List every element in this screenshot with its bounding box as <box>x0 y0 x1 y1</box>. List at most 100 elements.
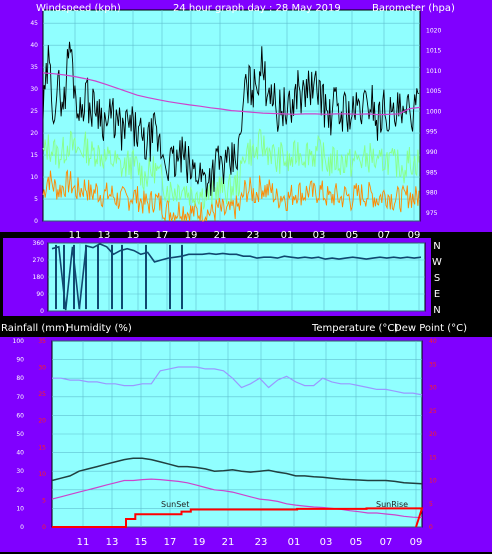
humidity-y-tick-label: 60 <box>16 412 24 419</box>
rainfall-y-ticks: 0 5 10 15 20 25 30 35 <box>38 338 46 531</box>
wind-grid <box>43 10 420 222</box>
direction-y-ticks: 0 90 180 270 360 <box>33 240 45 315</box>
rainfall-y-tick-label: 35 <box>38 338 46 345</box>
humidity-y-tick-label: 30 <box>16 468 24 475</box>
temperature-y-ticks: 0 5 10 15 20 25 30 35 40 <box>429 338 437 531</box>
rainfall-y-tick-label: 0 <box>42 524 46 531</box>
humidity-y-tick-label: 10 <box>16 505 24 512</box>
humidity-axis-title: Humidity (%) <box>66 323 132 334</box>
temperature-y-tick-label: 30 <box>429 385 437 392</box>
compass-label: S <box>434 273 440 284</box>
wind-x-tick-label: 21 <box>214 230 227 241</box>
wind-x-tick-label: 23 <box>247 230 260 241</box>
rainfall-y-tick-label: 30 <box>38 365 46 372</box>
wind-y-tick-label: 30 <box>30 86 38 93</box>
direction-y-tick-label: 270 <box>33 257 45 264</box>
rainfall-y-tick-label: 15 <box>38 444 46 451</box>
wind-y-tick-label: 25 <box>30 108 38 115</box>
compass-label: E <box>434 289 440 300</box>
barometer-y-tick-label: 985 <box>426 169 438 176</box>
direction-series <box>51 243 422 311</box>
wind-y-tick-label: 15 <box>30 152 38 159</box>
humidity-y-tick-label: 80 <box>16 375 24 382</box>
temp-x-tick-label: 23 <box>255 537 268 548</box>
wind-y-ticks: 0 5 10 15 20 25 30 35 40 45 <box>30 20 38 225</box>
wind-y-tick-label: 5 <box>34 196 38 203</box>
rainfall-line <box>52 507 424 528</box>
wind-y-tick-label: 10 <box>30 174 38 181</box>
barometer-y-ticks: 975 980 985 990 995 1000 1005 1010 1015 1020 <box>426 27 441 217</box>
compass-label: N <box>433 305 440 316</box>
rainfall-axis-title: Rainfall (mm) <box>1 323 69 334</box>
wind-x-tick-label: 19 <box>185 230 198 241</box>
barometer-y-tick-label: 975 <box>426 210 438 217</box>
dewpoint-axis-title: Dew Point (°C) <box>394 323 467 334</box>
wind-x-tick-label: 07 <box>378 230 391 241</box>
barometer-y-tick-label: 980 <box>426 190 438 197</box>
barometer-y-tick-label: 1010 <box>426 68 441 75</box>
temperature-y-tick-label: 20 <box>429 431 437 438</box>
wind-y-tick-label: 20 <box>30 130 38 137</box>
humidity-y-tick-label: 50 <box>16 431 24 438</box>
direction-y-tick-label: 180 <box>33 274 45 281</box>
temperature-y-tick-label: 15 <box>429 454 437 461</box>
barometer-y-tick-label: 1000 <box>426 108 441 115</box>
rainfall-y-tick-label: 10 <box>38 471 46 478</box>
direction-y-tick-label: 360 <box>33 240 45 247</box>
barometer-line <box>42 72 421 116</box>
wind-series <box>42 41 421 222</box>
temp-series <box>51 366 424 528</box>
barometer-y-tick-label: 1005 <box>426 88 441 95</box>
dewpoint-line <box>51 478 423 519</box>
direction-y-tick-label: 0 <box>40 308 44 315</box>
humidity-y-tick-label: 70 <box>16 394 24 401</box>
humidity-y-tick-label: 0 <box>20 524 24 531</box>
temp-x-tick-label: 05 <box>350 537 363 548</box>
temperature-y-tick-label: 25 <box>429 408 437 415</box>
barometer-y-tick-label: 990 <box>426 149 438 156</box>
wind-y-tick-label: 40 <box>30 42 38 49</box>
sunset-annotation: SunSet <box>161 500 189 509</box>
wind-x-tick-label: 15 <box>127 230 140 241</box>
direction-line <box>51 243 422 311</box>
graph-title: 24 hour graph day : 28 May 2019 <box>173 3 341 14</box>
wind-x-tick-label: 17 <box>156 230 169 241</box>
temp-x-tick-label: 09 <box>410 537 423 548</box>
temperature-line <box>51 457 423 485</box>
barometer-y-tick-label: 1020 <box>426 27 441 34</box>
compass-label: W <box>432 257 442 268</box>
wind-y-tick-label: 0 <box>34 218 38 225</box>
humidity-y-tick-label: 20 <box>16 487 24 494</box>
temp-x-tick-label: 03 <box>320 537 333 548</box>
temp-x-tick-label: 17 <box>164 537 177 548</box>
rainfall-y-tick-label: 20 <box>38 418 46 425</box>
sunrise-annotation: SunRise <box>376 500 408 509</box>
temperature-y-tick-label: 40 <box>429 338 437 345</box>
rainfall-y-tick-label: 25 <box>38 391 46 398</box>
wind-x-tick-label: 05 <box>346 230 359 241</box>
wind-x-tick-label: 13 <box>98 230 111 241</box>
temperature-y-tick-label: 35 <box>429 361 437 368</box>
temp-x-tick-label: 01 <box>288 537 301 548</box>
wind-x-ticks: 11 13 15 17 19 21 23 01 03 05 07 09 <box>69 230 421 241</box>
barometer-y-tick-label: 995 <box>426 129 438 136</box>
wind-x-tick-label: 03 <box>313 230 326 241</box>
temp-x-tick-label: 21 <box>222 537 235 548</box>
temp-x-tick-label: 19 <box>193 537 206 548</box>
wind-gust-line <box>42 41 419 197</box>
wind-y-tick-label: 35 <box>30 64 38 71</box>
barometer-axis-title: Barometer (hpa) <box>372 3 455 14</box>
compass-label: N <box>433 241 440 252</box>
temp-x-ticks: 11 13 15 17 19 21 23 01 03 05 07 09 <box>77 537 423 548</box>
barometer-y-tick-label: 1015 <box>426 48 441 55</box>
temp-x-tick-label: 13 <box>106 537 119 548</box>
wind-average-line <box>42 128 420 210</box>
temperature-y-tick-label: 0 <box>429 524 433 531</box>
rainfall-y-tick-label: 5 <box>42 497 46 504</box>
humidity-y-ticks: 0 10 20 30 40 50 60 70 80 90 100 <box>13 338 25 531</box>
direction-y-tick-label: 90 <box>36 291 44 298</box>
wind-y-tick-label: 45 <box>30 20 38 27</box>
temperature-y-tick-label: 10 <box>429 478 437 485</box>
